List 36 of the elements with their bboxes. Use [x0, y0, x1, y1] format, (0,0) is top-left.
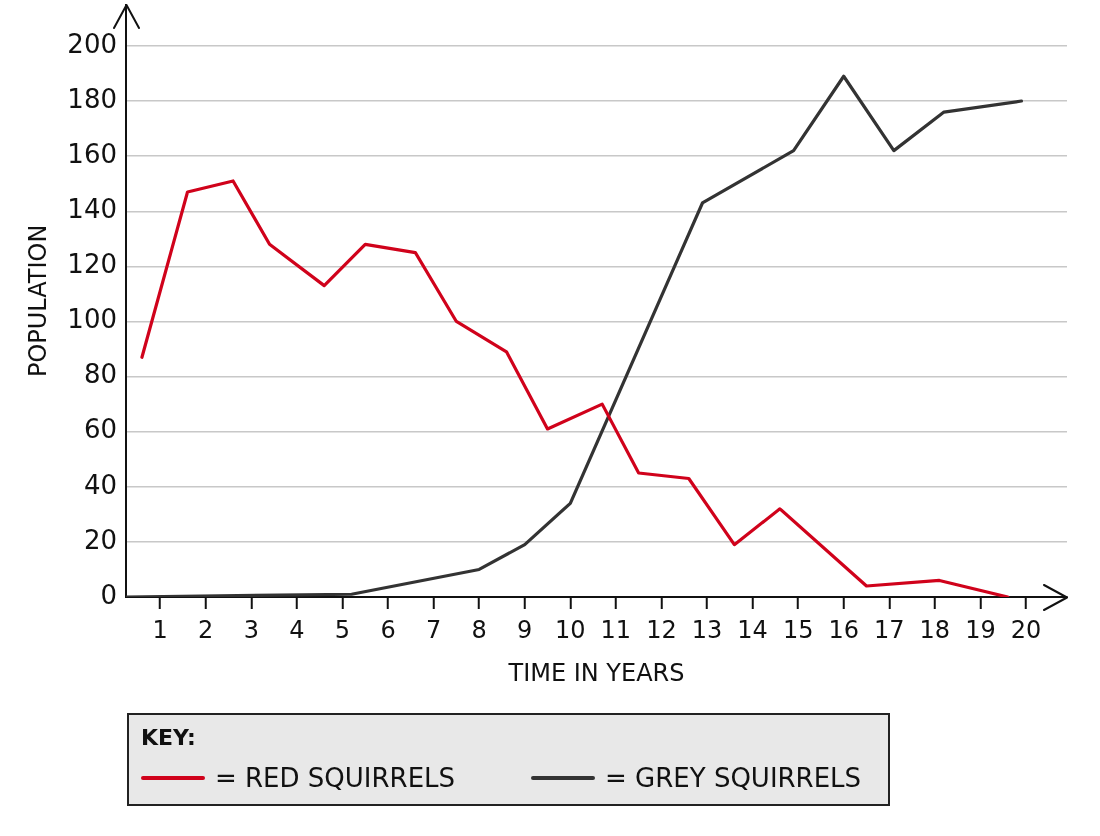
- y-tick-label: 40: [83, 469, 117, 500]
- legend-label: = RED SQUIRRELS: [215, 763, 456, 793]
- x-tick-label: 17: [874, 615, 905, 644]
- x-tick-label: 19: [965, 615, 996, 644]
- x-tick-label: 10: [555, 615, 586, 644]
- y-tick-label: 80: [83, 359, 117, 390]
- x-tick-label: 12: [646, 615, 677, 644]
- y-axis-title: POPULATION: [23, 224, 52, 378]
- x-tick-label: 18: [919, 615, 951, 644]
- y-tick-label: 160: [67, 138, 117, 169]
- x-tick-label: 8: [471, 615, 487, 644]
- x-tick-label: 5: [334, 615, 351, 644]
- x-tick-label: 1: [152, 615, 168, 644]
- x-tick-label: 13: [691, 615, 723, 644]
- y-tick-label: 200: [67, 28, 117, 59]
- x-tick-label: 2: [198, 615, 214, 644]
- y-tick-label: 0: [100, 579, 117, 610]
- x-tick-label: 16: [828, 615, 859, 644]
- x-tick-label: 14: [737, 615, 768, 644]
- x-tick-label: 7: [425, 615, 442, 644]
- y-tick-label: 120: [67, 249, 117, 280]
- legend-label: = GREY SQUIRRELS: [605, 763, 862, 793]
- x-tick-label: 11: [600, 615, 632, 644]
- y-tick-label: 180: [67, 83, 117, 114]
- y-tick-label: 100: [67, 304, 117, 335]
- y-tick-label: 20: [83, 524, 117, 555]
- x-tick-label: 9: [517, 615, 533, 644]
- x-tick-label: 4: [289, 615, 305, 644]
- x-tick-label: 15: [782, 615, 814, 644]
- x-tick-label: 3: [243, 615, 259, 644]
- y-tick-label: 60: [83, 414, 117, 445]
- x-axis-title: TIME IN YEARS: [507, 658, 685, 687]
- x-tick-label: 20: [1010, 615, 1042, 644]
- x-tick-label: 6: [380, 615, 396, 644]
- y-tick-label: 140: [67, 194, 117, 224]
- legend-title: KEY:: [141, 724, 197, 752]
